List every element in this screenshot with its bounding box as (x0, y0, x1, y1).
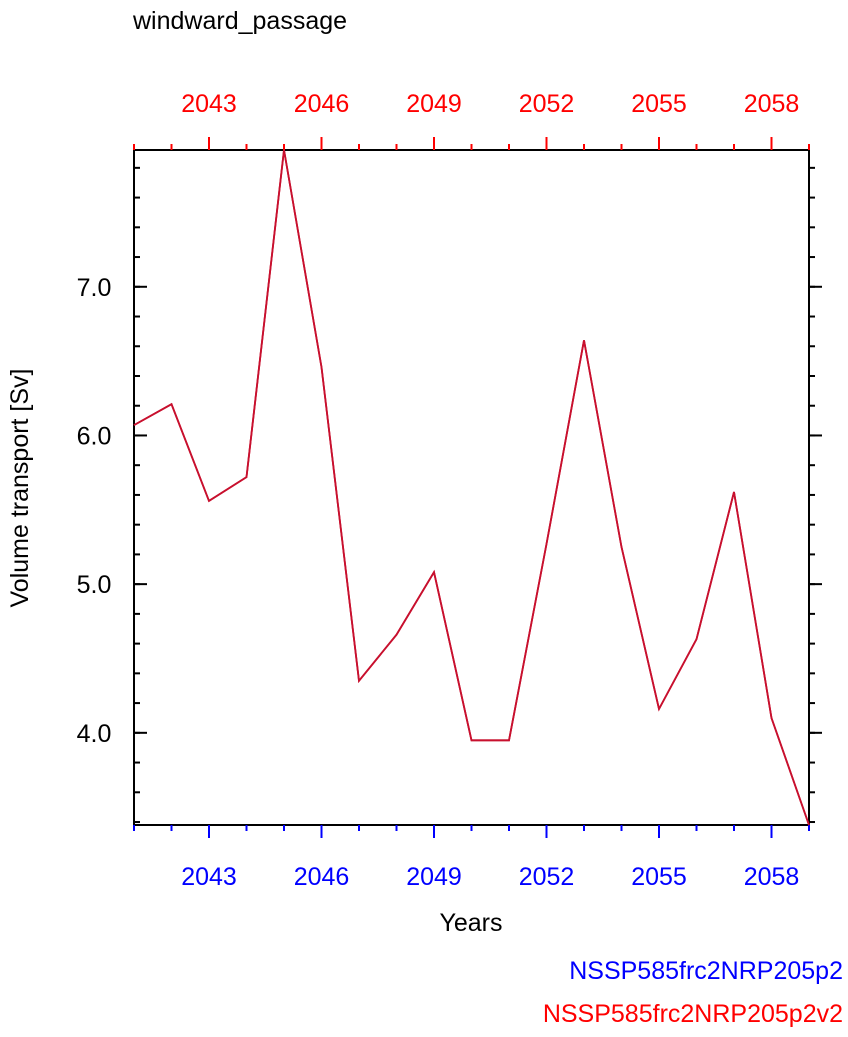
top-tick-label: 2055 (631, 90, 687, 118)
x-axis-label: Years (439, 909, 502, 937)
y-axis-label: Volume transport [Sv] (6, 368, 34, 607)
bottom-x-axis: 2043 2046 2049 2052 2055 2058 (133, 825, 810, 891)
x-tick-label: 2058 (744, 863, 800, 891)
y-tick-label: 4.0 (77, 720, 112, 748)
legend-entry-red: NSSP585frc2NRP205p2v2 (543, 1000, 843, 1028)
top-tick-label: 2052 (519, 90, 575, 118)
top-tick-label: 2043 (181, 90, 237, 118)
x-tick-label: 2046 (294, 863, 350, 891)
x-tick-label: 2049 (406, 863, 462, 891)
y-tick-label: 7.0 (77, 274, 112, 302)
y-tick-label: 5.0 (77, 571, 112, 599)
top-x-axis: 2043 2046 2049 2052 2055 2058 (133, 90, 810, 150)
top-tick-label: 2046 (294, 90, 350, 118)
x-tick-label: 2052 (519, 863, 575, 891)
top-tick-label: 2058 (744, 90, 800, 118)
series-line-2 (133, 149, 810, 826)
series-layer (133, 149, 810, 826)
plot-frame (133, 149, 810, 826)
series-line-1 (133, 149, 810, 826)
x-tick-label: 2043 (181, 863, 237, 891)
top-tick-label: 2049 (406, 90, 462, 118)
y-axis: 4.0 5.0 6.0 7.0 (77, 166, 822, 824)
y-tick-label: 6.0 (77, 422, 112, 450)
plot-area (133, 149, 810, 826)
x-tick-label: 2055 (631, 863, 687, 891)
legend-entry-blue: NSSP585frc2NRP205p2 (569, 957, 843, 985)
chart-title: windward_passage (132, 7, 347, 35)
